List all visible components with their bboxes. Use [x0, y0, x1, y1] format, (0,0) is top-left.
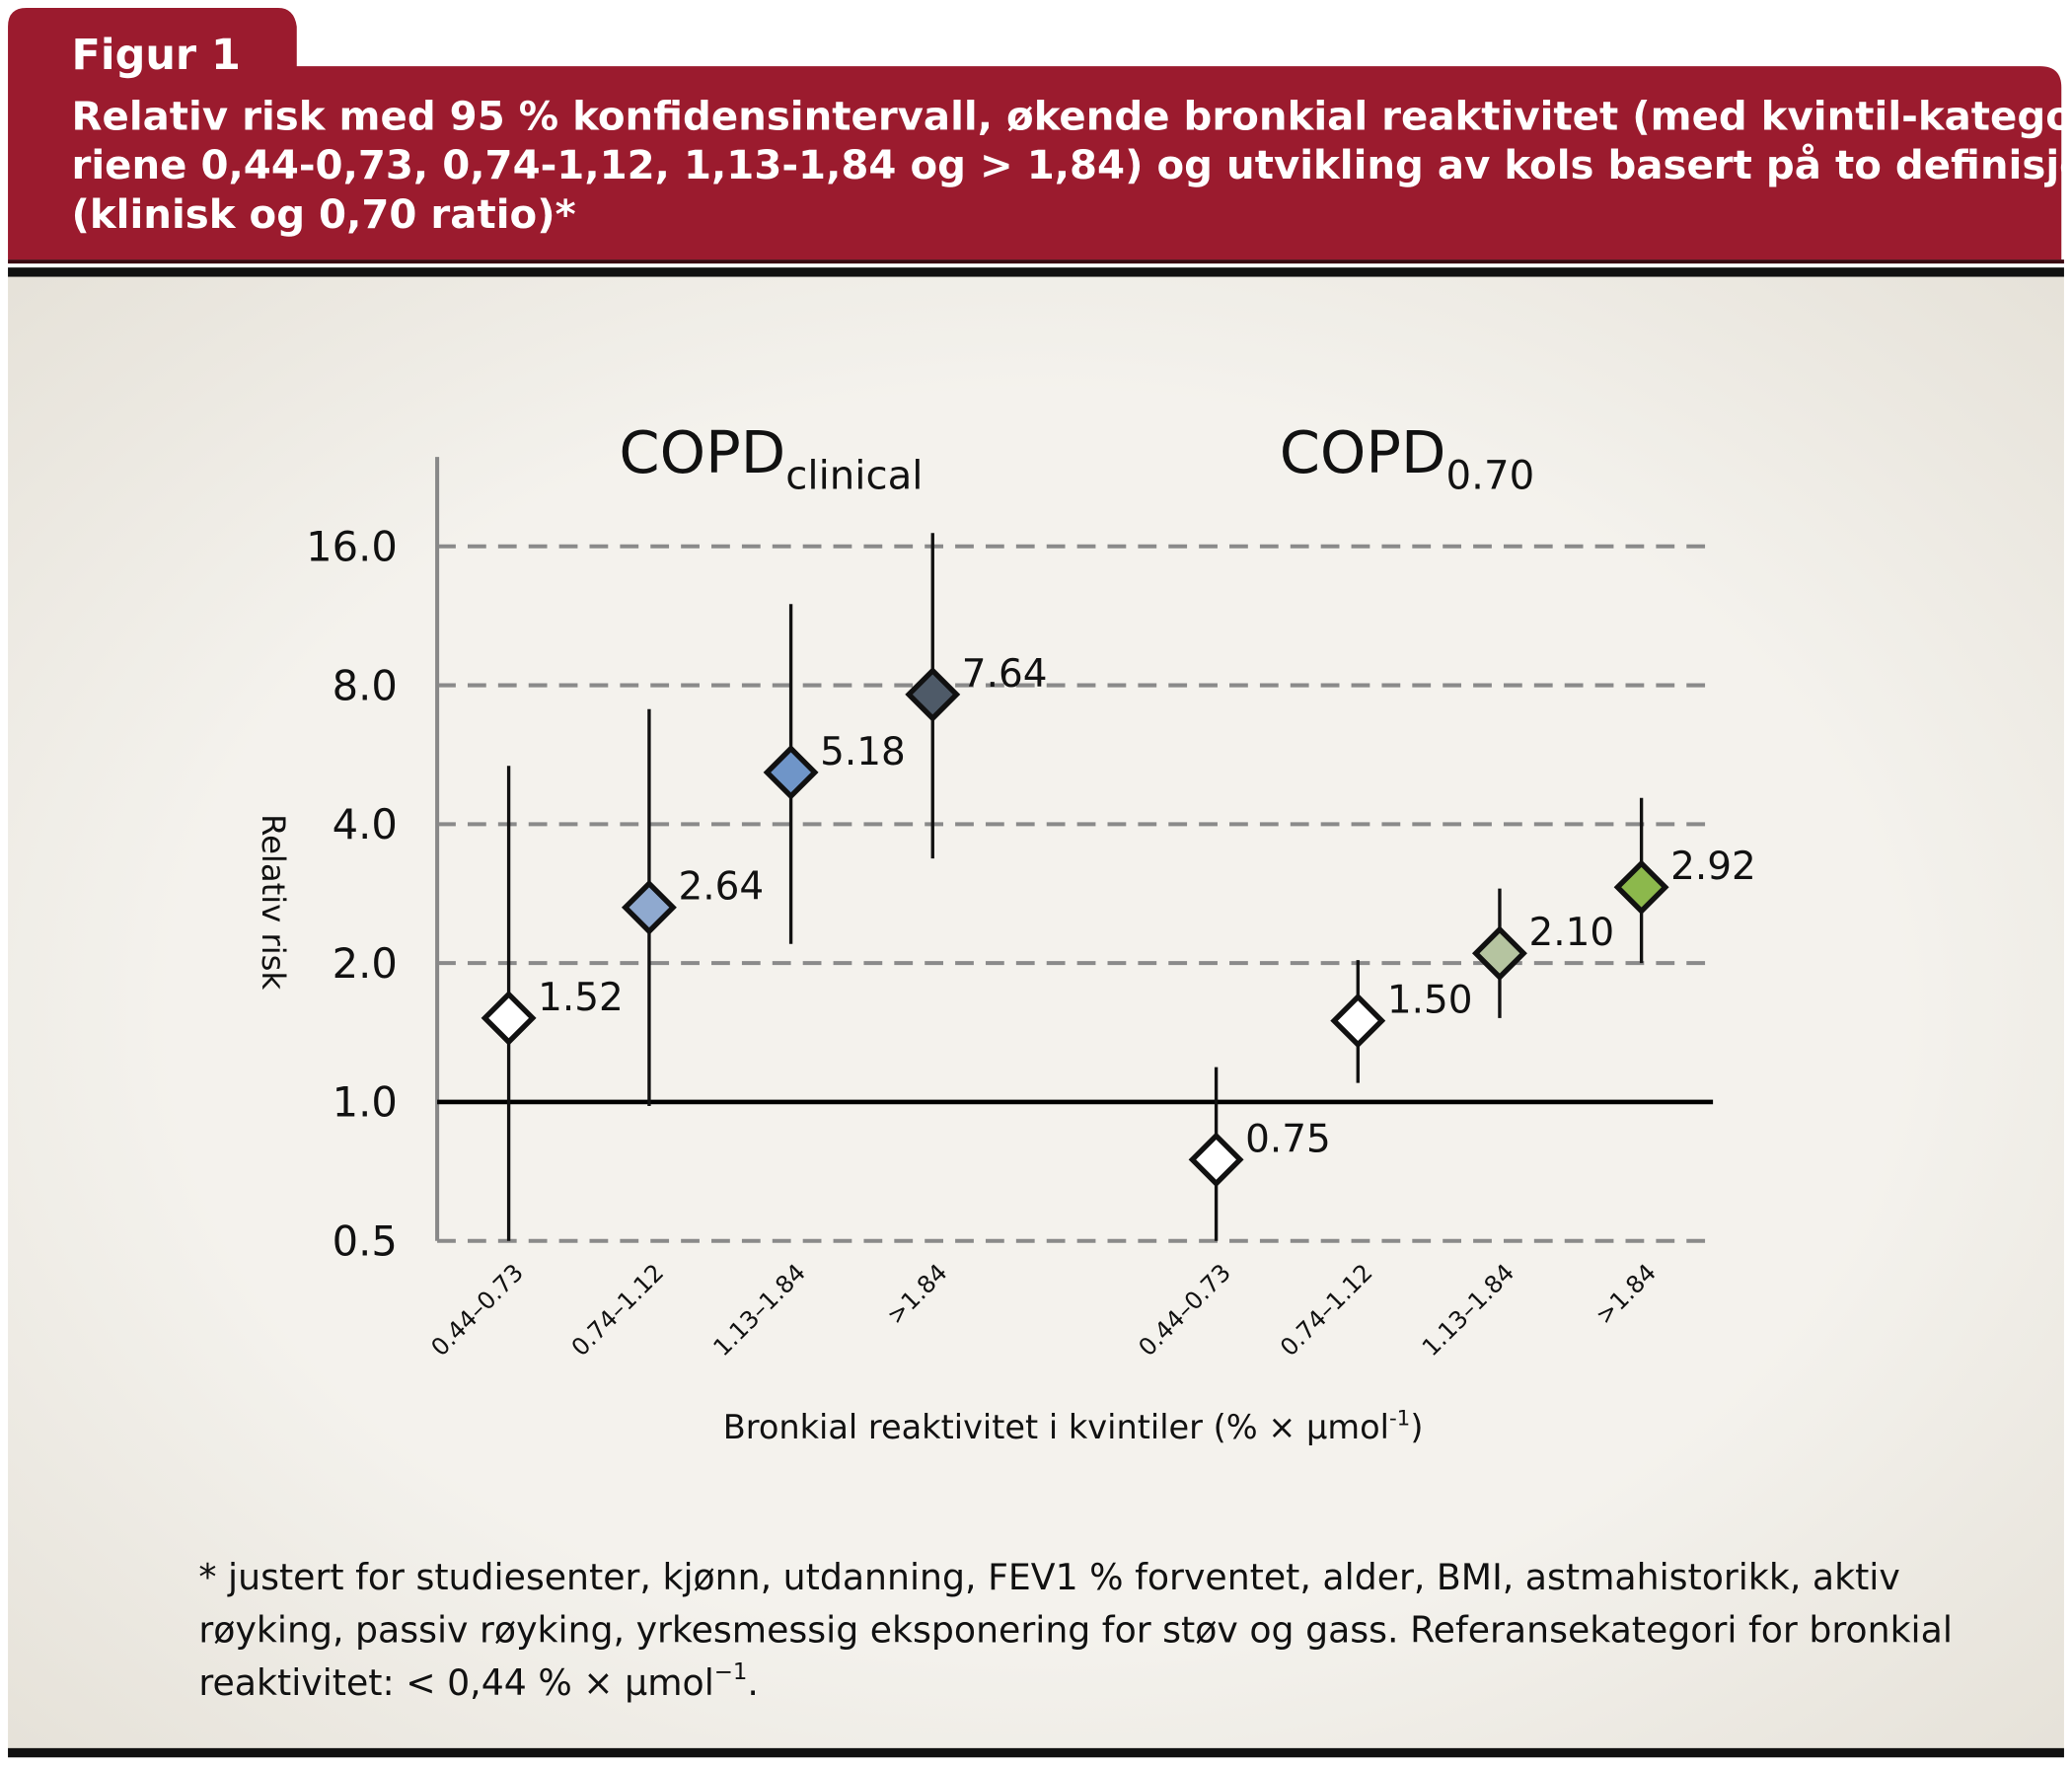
panel-title: COPDclinical — [619, 418, 923, 498]
point — [621, 879, 677, 935]
footnote: * justert for studiesenter, kjønn, utdan… — [198, 1556, 1899, 1598]
value-label: 2.64 — [678, 865, 764, 910]
footnote-text: reaktivitet: < 0,44 % × µmol — [198, 1661, 713, 1704]
y-axis-label: Relativ risk — [255, 814, 292, 990]
point — [1330, 993, 1386, 1049]
y-tick-label: 2.0 — [333, 939, 398, 988]
figure-label: Figur 1 — [72, 31, 241, 80]
title: Relativ risk med 95 % konfidensintervall… — [72, 95, 2072, 140]
point — [763, 744, 819, 800]
rule — [8, 267, 2064, 277]
point — [481, 990, 537, 1046]
value-label: 2.92 — [1670, 845, 1756, 889]
value-label: 0.75 — [1245, 1117, 1331, 1161]
x-label-text: Bronkial reaktivitet i kvintiler (% × µm… — [723, 1408, 1389, 1446]
rule — [8, 1747, 2064, 1758]
point — [905, 666, 961, 722]
value-label: 5.18 — [820, 730, 906, 774]
panel-title-text: COPD — [619, 418, 785, 486]
x-axis-label: Bronkial reaktivitet i kvintiler (% × µm… — [723, 1406, 1424, 1445]
point — [1188, 1132, 1244, 1188]
footnote-sup: −1 — [714, 1659, 748, 1685]
panel-title: COPD0.70 — [1280, 418, 1535, 498]
y-tick-label: 0.5 — [333, 1217, 398, 1266]
panel-subscript: clinical — [785, 453, 923, 498]
value-label: 1.50 — [1387, 979, 1473, 1023]
value-label: 2.10 — [1528, 911, 1614, 955]
point — [1613, 859, 1669, 916]
footnote-end: . — [747, 1661, 759, 1704]
rule — [8, 259, 2064, 264]
x-label-sup: -1 — [1389, 1406, 1410, 1431]
panel-title-text: COPD — [1280, 418, 1446, 486]
y-tick-label: 1.0 — [333, 1078, 398, 1127]
value-label: 7.64 — [962, 652, 1048, 697]
x-label-end: ) — [1410, 1408, 1423, 1446]
footnote: reaktivitet: < 0,44 % × µmol−1. — [198, 1659, 759, 1704]
value-label: 1.52 — [538, 976, 624, 1020]
y-tick-label: 4.0 — [333, 800, 398, 848]
y-tick-label: 16.0 — [306, 523, 398, 571]
title: riene 0,44-0,73, 0,74-1,12, 1,13-1,84 og… — [72, 142, 2072, 188]
y-tick-label: 8.0 — [333, 661, 398, 709]
panel-subscript: 0.70 — [1446, 453, 1535, 498]
header-band — [8, 8, 2062, 260]
point — [1471, 925, 1527, 982]
footnote: røyking, passiv røyking, yrkesmessig eks… — [198, 1608, 1953, 1651]
title: (klinisk og 0,70 ratio)* — [72, 192, 576, 238]
panel-background — [8, 275, 2064, 1752]
